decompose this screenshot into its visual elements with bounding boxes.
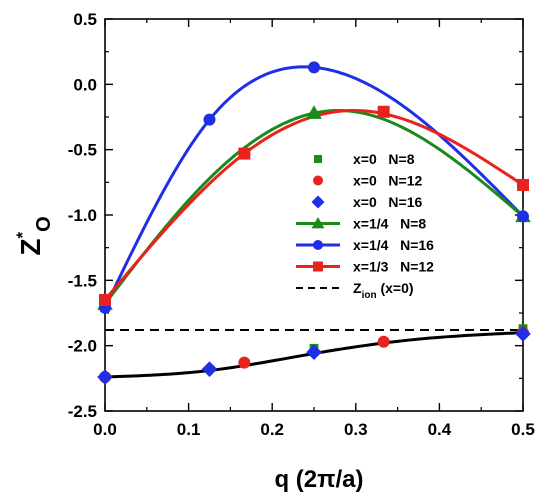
y-axis-label: Z*O bbox=[13, 216, 55, 255]
y-tick-label: 0.5 bbox=[73, 10, 97, 29]
legend-label: x=0 N=16 bbox=[353, 194, 422, 210]
legend-label-sub: ion bbox=[362, 290, 377, 301]
legend-label: x=1/4 N=16 bbox=[353, 237, 434, 253]
x-tick-label: 0.4 bbox=[428, 420, 452, 439]
legend-marker bbox=[311, 195, 325, 209]
legend-label: Zion (x=0) bbox=[353, 280, 414, 301]
y-tick-label: -2.5 bbox=[68, 402, 97, 421]
data-point bbox=[97, 369, 113, 385]
data-point bbox=[238, 147, 251, 160]
legend-label: x=1/3 N=12 bbox=[353, 259, 434, 275]
data-point bbox=[306, 344, 322, 360]
y-axis-label-sup: * bbox=[13, 232, 32, 239]
fit-curve bbox=[103, 108, 524, 305]
y-tick-label: -1.0 bbox=[68, 206, 97, 225]
x-tick-label: 0.3 bbox=[344, 420, 368, 439]
legend-label-tail: (x=0) bbox=[377, 280, 414, 296]
data-point bbox=[238, 356, 251, 369]
x-tick-label: 0.2 bbox=[260, 420, 284, 439]
y-tick-label: -1.5 bbox=[68, 271, 97, 290]
data-point bbox=[99, 293, 111, 306]
legend-marker bbox=[314, 155, 322, 163]
legend-label: x=1/4 N=8 bbox=[353, 216, 426, 232]
legend-marker bbox=[313, 261, 323, 272]
y-axis-label-sub: O bbox=[33, 216, 55, 232]
x-axis-label: q (2π/a) bbox=[274, 466, 363, 493]
data-point bbox=[203, 113, 216, 126]
y-tick-label: -2.0 bbox=[68, 337, 97, 356]
fit-curve bbox=[103, 65, 525, 309]
legend-marker bbox=[313, 240, 323, 250]
data-point bbox=[517, 178, 529, 191]
y-tick-label: -0.5 bbox=[68, 141, 97, 160]
data-point bbox=[308, 61, 320, 74]
legend-label-main: Z bbox=[353, 280, 362, 296]
legend-label: x=0 N=12 bbox=[353, 173, 422, 189]
legend-marker bbox=[311, 217, 325, 229]
x-tick-label: 0.0 bbox=[93, 420, 117, 439]
x-tick-label: 0.1 bbox=[177, 420, 201, 439]
y-axis-label-main: Z bbox=[15, 239, 46, 256]
data-point bbox=[517, 210, 529, 223]
x-tick-label: 0.5 bbox=[511, 420, 535, 439]
data-point bbox=[201, 361, 218, 377]
fit-curve bbox=[103, 108, 524, 301]
data-point bbox=[306, 105, 322, 119]
plot-area: 0.0 0.1 0.2 0.3 0.4 0.5 -2.5 -2.0 -1.5 -1.0 -0.5 0.… bbox=[68, 10, 535, 439]
y-tick-label: 0.0 bbox=[73, 75, 97, 94]
data-point bbox=[377, 105, 390, 118]
legend-label: x=0 N=8 bbox=[353, 151, 415, 167]
data-point bbox=[377, 335, 390, 348]
legend-marker bbox=[313, 175, 323, 186]
data-point bbox=[515, 326, 531, 342]
